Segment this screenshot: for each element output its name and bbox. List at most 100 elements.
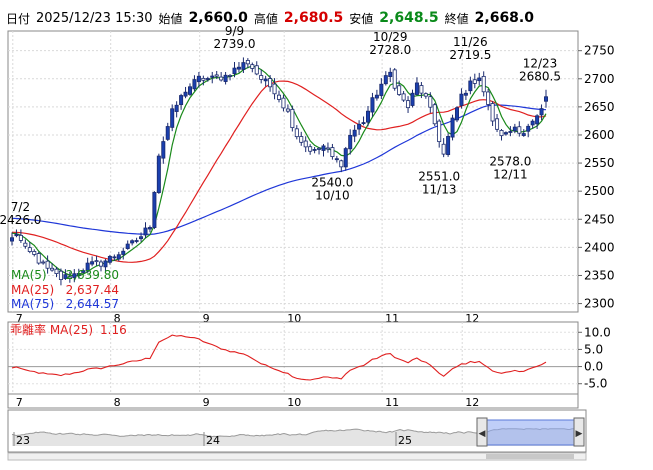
candle-body (299, 136, 304, 143)
x-tick-label: 7 (16, 312, 23, 325)
candle-body (317, 148, 322, 150)
candle-body (361, 122, 366, 125)
candle-body (290, 108, 295, 129)
y-axis: 2300 2350 2400 2450 2500 2550 2600 2650 2700 2750 (578, 44, 615, 311)
candle-body (130, 240, 135, 244)
date-label: 日付 (6, 11, 31, 26)
candle-body (125, 243, 130, 249)
y-tick-label: 2300 (584, 297, 615, 311)
candle-body (54, 268, 59, 274)
candle-body (112, 256, 117, 259)
close-label: 終値 (444, 11, 469, 26)
sub-y-tick-label: 0.0 (584, 360, 603, 374)
x-tick-label: 12 (465, 396, 479, 409)
candle-body (9, 237, 14, 242)
candle-body (67, 276, 72, 279)
candle-body (272, 83, 277, 95)
annotation-date: 7/2 (11, 200, 30, 214)
candle-body (490, 103, 495, 122)
candle-body (107, 256, 112, 263)
legend-ma75-value: 2,644.57 (66, 297, 119, 311)
candle-body (521, 133, 526, 136)
x-tick-label: 10 (287, 396, 301, 409)
candle-body (428, 96, 433, 108)
deviation-grid (8, 322, 578, 394)
candle-body (508, 131, 513, 133)
candle-body (90, 261, 95, 265)
candle-body (285, 108, 290, 112)
ma-legend: MA(5) 2,639.80 MA(25) 2,637.44 MA(75) 2,… (11, 268, 119, 311)
candle-body (486, 91, 491, 105)
x-tick-label: 11 (385, 396, 399, 409)
annotation-price: 2540.0 (311, 176, 353, 190)
scrollbar-thumb[interactable] (486, 454, 574, 459)
candle-body (165, 126, 170, 140)
year-label: 25 (398, 434, 412, 447)
candle-body (72, 273, 77, 279)
candle-body (388, 71, 393, 78)
close-value: 2,668.0 (474, 10, 534, 26)
candle-body (161, 141, 166, 159)
candle-body (459, 93, 464, 106)
annotation-date: 11/26 (453, 35, 488, 49)
candle-body (539, 108, 544, 116)
left-arrow-icon: ◀ (479, 429, 486, 439)
legend-ma25-label: MA(25) (11, 283, 54, 297)
candle-body (18, 234, 23, 241)
navigator-right-handle[interactable] (573, 417, 585, 447)
candle-body (45, 260, 50, 269)
candle-body (41, 261, 46, 264)
candle-body (223, 74, 228, 82)
candle-body (397, 85, 402, 95)
y-tick-label: 2550 (584, 156, 615, 170)
candle-body (392, 69, 397, 89)
candle-body (187, 86, 192, 95)
y-tick-label: 2650 (584, 100, 615, 114)
legend-ma75-label: MA(75) (11, 297, 54, 311)
candle-body (32, 251, 37, 255)
y-tick-label: 2450 (584, 212, 615, 226)
sub-y-tick-label: -5.0 (584, 377, 607, 391)
candle-body (401, 93, 406, 101)
high-label: 高値 (253, 11, 278, 26)
candle-body (85, 262, 90, 272)
candle-body (170, 108, 175, 128)
candle-body (330, 147, 335, 157)
y-tick-label: 2400 (584, 240, 615, 254)
candle-body (383, 75, 388, 85)
candle-body (530, 120, 535, 126)
x-tick-label: 9 (203, 312, 210, 325)
candle-body (370, 97, 375, 113)
candle-body (276, 94, 281, 100)
annotation-date: 12/23 (523, 57, 558, 71)
candle-body (50, 267, 55, 271)
scrollbar-track[interactable] (7, 452, 587, 461)
x-axis-bottom: 7 8 9 10 11 12 (16, 396, 479, 409)
candle-body (58, 270, 63, 280)
candle-body (352, 129, 357, 137)
candle-body (441, 143, 446, 155)
candle-body (321, 145, 326, 151)
main-grid (8, 31, 578, 312)
candle-body (268, 78, 273, 88)
annotation-price: 2578.0 (489, 154, 531, 168)
candle-body (472, 79, 477, 84)
candle-body (432, 104, 437, 125)
x-tick-label: 8 (114, 312, 121, 325)
candle-body (517, 126, 522, 134)
candle-body (232, 67, 237, 74)
candle-body (192, 79, 197, 90)
navigator-selection[interactable] (485, 419, 575, 446)
annotation-date: 12/11 (493, 167, 528, 181)
month-axis-strip (7, 393, 579, 409)
candle-body (463, 92, 468, 96)
navigator-left-handle[interactable] (476, 417, 488, 447)
x-tick-label: 9 (203, 396, 210, 409)
navigator-year-labels: 23 24 25 (13, 432, 412, 447)
annotation-date: 10/29 (373, 30, 408, 44)
candle-body (325, 147, 330, 150)
candle-body (499, 130, 504, 137)
candle-body (419, 85, 424, 94)
legend-ma5-label: MA(5) (11, 268, 47, 282)
